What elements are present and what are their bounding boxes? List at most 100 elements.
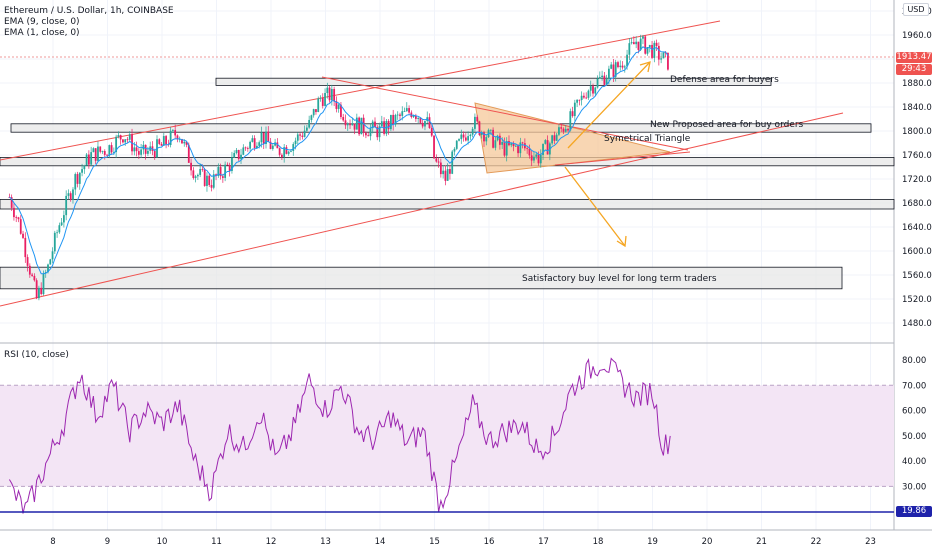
candle-body bbox=[78, 172, 81, 184]
candle-body bbox=[396, 114, 399, 116]
ema-legend-2[interactable]: EMA (1, close, 0) bbox=[4, 28, 80, 38]
candle-body bbox=[655, 42, 658, 46]
candle-body bbox=[53, 232, 56, 252]
candle-body bbox=[648, 44, 651, 48]
defense-label: Defense area for buyers bbox=[670, 75, 779, 85]
candle-body bbox=[614, 62, 617, 77]
candle-body bbox=[405, 108, 408, 112]
rsi-tick-label: 60.00 bbox=[902, 407, 926, 417]
candle-body bbox=[101, 151, 104, 152]
candle-body bbox=[326, 87, 329, 94]
candle-body bbox=[573, 102, 576, 117]
proposed-label: New Proposed area for buy orders bbox=[650, 120, 804, 130]
candle-body bbox=[517, 145, 519, 154]
candle-body bbox=[544, 140, 547, 144]
candle-body bbox=[494, 140, 497, 148]
candle-body bbox=[433, 135, 435, 159]
candle-body bbox=[589, 86, 592, 91]
candle-body bbox=[196, 174, 199, 177]
candle-body bbox=[374, 121, 376, 128]
candle-body bbox=[60, 222, 63, 226]
candle-body bbox=[201, 169, 204, 170]
candle-body bbox=[315, 109, 317, 113]
projection-arrows[interactable] bbox=[564, 61, 651, 248]
candle-body bbox=[253, 138, 256, 148]
satisfactory-label: Satisfactory buy level for long term tra… bbox=[522, 274, 717, 284]
candle-body bbox=[417, 117, 420, 119]
candle-body bbox=[623, 66, 626, 68]
currency-button[interactable]: USD bbox=[903, 3, 929, 16]
candle-body bbox=[399, 114, 401, 116]
candle-body bbox=[499, 135, 501, 145]
rsi-axis[interactable]: 30.00 40.00 50.00 60.00 70.00 80.00 bbox=[902, 356, 926, 492]
candle-body bbox=[587, 90, 590, 98]
candle-body bbox=[471, 128, 474, 135]
candle-body bbox=[467, 136, 470, 141]
time-tick-label: 19 bbox=[647, 537, 658, 547]
candle-body bbox=[305, 127, 308, 131]
candle-body bbox=[206, 175, 208, 186]
candle-body bbox=[85, 154, 88, 166]
candle-body bbox=[435, 158, 438, 162]
candle-body bbox=[628, 43, 631, 55]
candle-body bbox=[10, 197, 13, 208]
arrow-up[interactable] bbox=[567, 61, 651, 149]
price-tick-label: 1800.00 bbox=[902, 127, 932, 137]
triangle-upper-line[interactable] bbox=[321, 76, 689, 151]
candle-body bbox=[133, 147, 136, 152]
candle-body bbox=[424, 121, 426, 127]
candle-body bbox=[564, 128, 567, 132]
time-tick-label: 20 bbox=[702, 537, 713, 547]
channel-lower-line[interactable] bbox=[0, 112, 844, 307]
candle-body bbox=[428, 117, 431, 128]
candle-body bbox=[512, 143, 515, 147]
candle-body bbox=[555, 134, 558, 141]
candle-body bbox=[106, 154, 108, 156]
price-tick-label: 1480.00 bbox=[902, 319, 932, 329]
time-axis[interactable]: 8 9 10 11 12 13 14 15 16 17 18 19 20 21 22 23 bbox=[50, 537, 876, 547]
candle-body bbox=[235, 150, 238, 153]
candle-body bbox=[35, 280, 38, 299]
symbol-title[interactable]: Ethereum / U.S. Dollar, 1h, COINBASE bbox=[4, 6, 174, 16]
price-tick-label: 1840.00 bbox=[902, 103, 932, 113]
candle-body bbox=[258, 142, 261, 146]
time-tick-label: 13 bbox=[320, 537, 331, 547]
candle-body bbox=[165, 136, 167, 145]
candle-body bbox=[321, 97, 324, 106]
candle-body bbox=[333, 89, 336, 102]
candle-body bbox=[249, 141, 252, 149]
candle-body bbox=[453, 148, 456, 152]
candle-body bbox=[237, 150, 240, 160]
candle-body bbox=[262, 132, 265, 144]
arrow-down[interactable] bbox=[564, 166, 626, 247]
candle-body bbox=[642, 36, 644, 39]
candle-body bbox=[172, 130, 174, 131]
candle-body bbox=[24, 237, 27, 258]
candle-body bbox=[19, 219, 22, 234]
candle-body bbox=[26, 257, 29, 266]
time-tick-label: 14 bbox=[375, 537, 386, 547]
candle-body bbox=[115, 136, 118, 153]
price-tick-label: 1600.00 bbox=[902, 247, 932, 257]
candle-body bbox=[210, 185, 213, 188]
candle-body bbox=[15, 217, 18, 218]
candle-body bbox=[281, 154, 283, 157]
triangle-lower-line[interactable] bbox=[554, 151, 691, 166]
ema-legend-1[interactable]: EMA (9, close, 0) bbox=[4, 17, 80, 27]
candle-body bbox=[135, 147, 138, 152]
candle-body bbox=[449, 169, 451, 174]
candle-body bbox=[619, 65, 622, 68]
candle-body bbox=[460, 134, 463, 140]
candle-body bbox=[83, 165, 86, 170]
candle-body bbox=[367, 135, 370, 137]
time-tick-label: 12 bbox=[266, 537, 277, 547]
candle-body bbox=[317, 98, 320, 113]
candle-body bbox=[458, 139, 460, 141]
candle-body bbox=[662, 52, 665, 59]
candle-body bbox=[360, 117, 363, 135]
candle-body bbox=[103, 151, 106, 155]
rsi-value-tag: 19.86 bbox=[896, 506, 932, 517]
candle-body bbox=[378, 126, 381, 138]
